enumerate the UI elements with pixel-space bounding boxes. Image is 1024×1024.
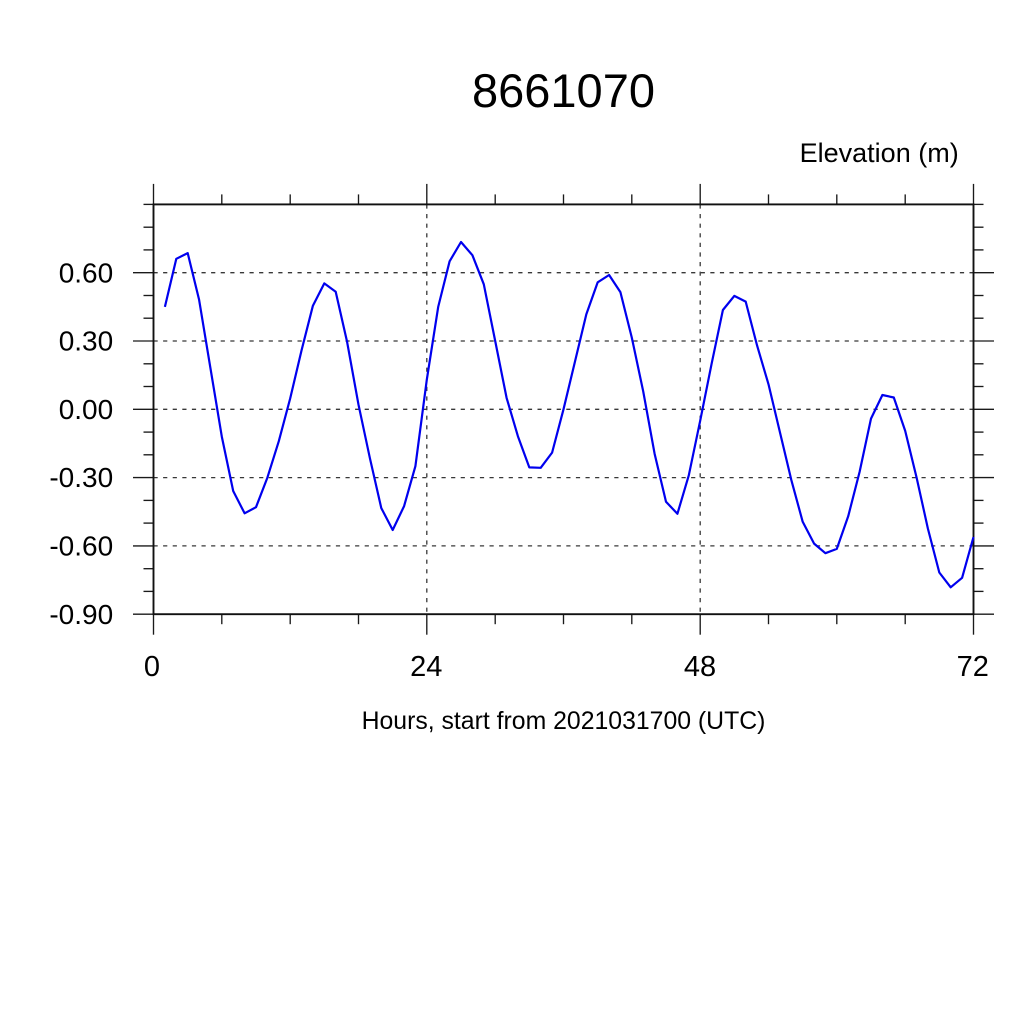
svg-text:0: 0: [144, 651, 160, 683]
svg-text:24: 24: [410, 651, 442, 683]
svg-text:Elevation (m): Elevation (m): [800, 138, 959, 168]
svg-text:Hours, start from 2021031700 (: Hours, start from 2021031700 (UTC): [362, 708, 766, 735]
svg-text:-0.30: -0.30: [49, 462, 113, 493]
svg-text:72: 72: [957, 651, 989, 683]
svg-text:-0.60: -0.60: [49, 531, 113, 562]
svg-text:8661070: 8661070: [472, 64, 655, 117]
svg-text:0.30: 0.30: [59, 326, 114, 357]
svg-text:-0.90: -0.90: [49, 599, 113, 630]
svg-text:48: 48: [684, 651, 716, 683]
svg-text:0.00: 0.00: [59, 394, 114, 425]
svg-text:0.60: 0.60: [59, 257, 114, 288]
